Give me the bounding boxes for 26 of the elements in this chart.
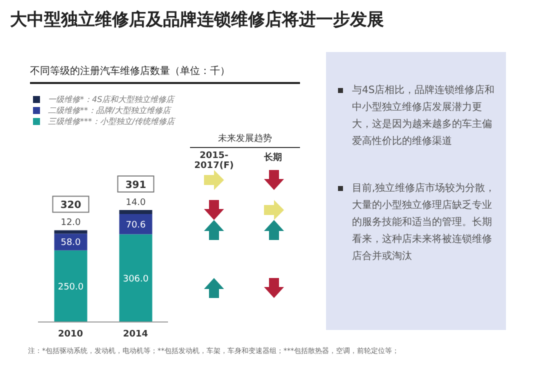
- x-tick-label: 2014: [122, 329, 148, 340]
- chart-title: 大中型独立维修店及品牌连锁维修店将进一步发展: [10, 9, 384, 31]
- text: 与4S店相比，品牌连锁维修店和中小型独立维修店发展潜力更大，这是因为越来越多的车主偏爱高性价比的维修渠道: [352, 84, 496, 149]
- bar: [54, 250, 88, 322]
- data-label: 58.0: [60, 238, 82, 248]
- legend-label: 三级维修***：小型独立/传统维修店: [47, 116, 175, 127]
- chart-subtitle: 不同等级的注册汽车维修店数量（单位：千）: [30, 64, 300, 84]
- data-label: 306.0: [122, 274, 149, 284]
- text: 未来发展趋势: [190, 132, 300, 148]
- text: 2015-2017(F): [193, 151, 235, 171]
- total-label: 391: [125, 180, 146, 191]
- bar: [119, 214, 152, 234]
- bar: [54, 230, 88, 234]
- data-label: 14.0: [126, 198, 146, 208]
- x-tick-label: 2010: [58, 329, 84, 340]
- legend-label: 二级维修**：品牌/大型独立维修店: [47, 105, 173, 116]
- total-label: 320: [60, 200, 82, 212]
- data-label: 250.0: [58, 282, 84, 292]
- text: 长期: [263, 151, 283, 164]
- bar: [119, 210, 152, 214]
- text: 目前,独立维修店市场较为分散，大量的小型独立修理店缺乏专业的服务技能和适当的管理。长期看来，这种店未来将被连锁维修店合并或淘汰: [352, 182, 496, 264]
- bar: [54, 234, 88, 250]
- bar: [119, 234, 152, 322]
- data-label: 12.0: [60, 218, 82, 228]
- data-label: 70.6: [126, 220, 146, 230]
- legend-label: 一级维修*：4S店和大型独立维修店: [47, 94, 175, 105]
